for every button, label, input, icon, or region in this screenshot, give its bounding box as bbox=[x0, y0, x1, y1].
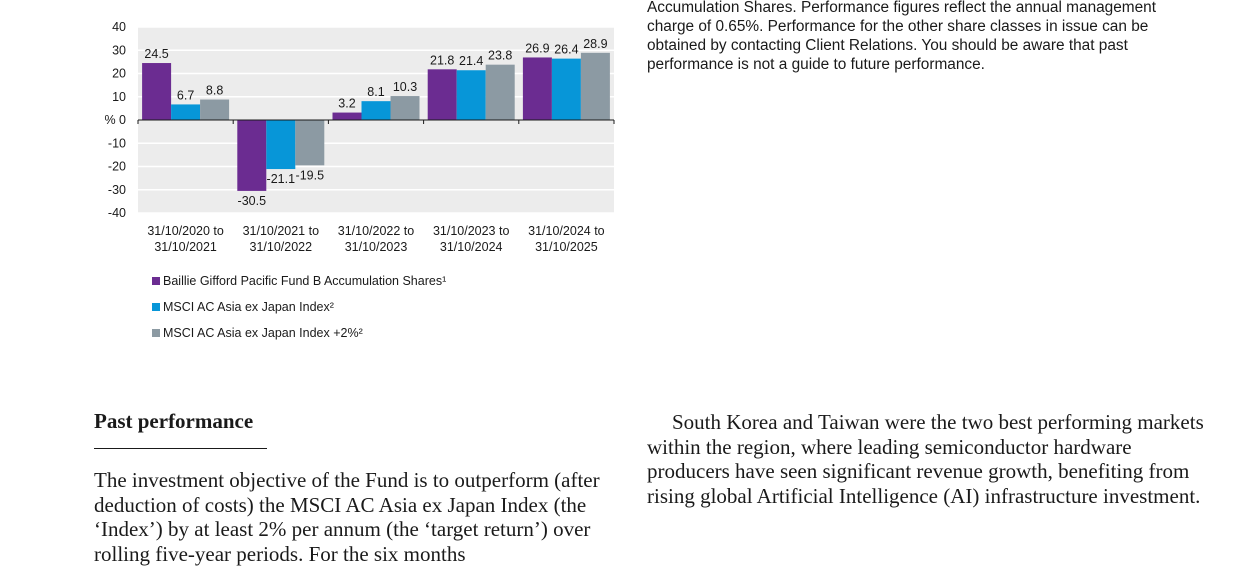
x-category-label: 31/10/2021 bbox=[154, 240, 217, 254]
x-category-label: 31/10/2020 to bbox=[147, 224, 224, 238]
y-tick-label: -30 bbox=[108, 183, 126, 197]
data-label: -19.5 bbox=[296, 168, 325, 182]
data-label: 21.8 bbox=[430, 53, 454, 67]
y-tick-label: -10 bbox=[108, 136, 126, 150]
bar bbox=[485, 64, 515, 120]
data-label: 23.8 bbox=[488, 49, 512, 63]
bar bbox=[456, 70, 486, 120]
markets-paragraph: South Korea and Taiwan were the two best… bbox=[647, 410, 1204, 508]
objective-paragraph: The investment objective of the Fund is … bbox=[94, 468, 600, 566]
y-tick-label: 40 bbox=[112, 20, 126, 34]
data-label: 21.4 bbox=[459, 54, 483, 68]
data-label: 3.2 bbox=[338, 97, 355, 111]
data-label: 8.1 bbox=[367, 85, 384, 99]
data-label: 26.4 bbox=[554, 43, 578, 57]
bar bbox=[390, 96, 420, 120]
bar bbox=[266, 120, 296, 170]
x-category-label: 31/10/2023 bbox=[345, 240, 408, 254]
x-category-label: 31/10/2024 to bbox=[528, 224, 605, 238]
bar bbox=[332, 112, 362, 120]
x-category-label: 31/10/2024 bbox=[440, 240, 503, 254]
section-heading: Past performance bbox=[94, 409, 254, 433]
legend-label-index: MSCI AC Asia ex Japan Index² bbox=[163, 300, 334, 314]
x-category-label: 31/10/2022 to bbox=[338, 224, 415, 238]
legend-swatch-index-plus bbox=[152, 329, 160, 337]
legend-item-fund: Baillie Gifford Pacific Fund B Accumulat… bbox=[152, 268, 446, 294]
bar bbox=[142, 63, 172, 120]
data-label: 26.9 bbox=[525, 41, 549, 55]
data-label: 10.3 bbox=[393, 80, 417, 94]
y-tick-label: 10 bbox=[112, 90, 126, 104]
bar bbox=[427, 69, 457, 120]
y-tick-label: 20 bbox=[112, 67, 126, 81]
legend-label-fund: Baillie Gifford Pacific Fund B Accumulat… bbox=[163, 274, 447, 288]
bar bbox=[522, 57, 552, 120]
data-label: 24.5 bbox=[144, 47, 168, 61]
legend-swatch-index bbox=[152, 303, 160, 311]
chart-legend: Baillie Gifford Pacific Fund B Accumulat… bbox=[152, 268, 446, 346]
data-label: 6.7 bbox=[177, 88, 194, 102]
legend-item-index: MSCI AC Asia ex Japan Index² bbox=[152, 294, 446, 320]
performance-bar-chart: 40 30 20 10 % 0 -10 -20 -30 -40 24.5 -30.5 3.2 21.8 2… bbox=[104, 20, 615, 254]
legend-item-index-plus: MSCI AC Asia ex Japan Index +2%² bbox=[152, 320, 446, 346]
x-category-label: 31/10/2021 to bbox=[243, 224, 320, 238]
x-category-label: 31/10/2022 bbox=[250, 240, 313, 254]
bar bbox=[580, 52, 610, 121]
bar bbox=[171, 104, 201, 120]
x-category-label: 31/10/2025 bbox=[535, 240, 598, 254]
data-label: -30.5 bbox=[238, 194, 267, 208]
data-label: -21.1 bbox=[267, 172, 296, 186]
data-label: 8.8 bbox=[206, 84, 223, 98]
x-category-label: 31/10/2023 to bbox=[433, 224, 510, 238]
y-tick-label: -20 bbox=[108, 160, 126, 174]
y-tick-label: 30 bbox=[112, 43, 126, 57]
data-label: 28.9 bbox=[583, 37, 607, 51]
bar bbox=[551, 58, 581, 120]
heading-underline bbox=[94, 448, 267, 449]
legend-swatch-fund bbox=[152, 277, 160, 285]
performance-note: Accumulation Shares. Performance figures… bbox=[647, 0, 1157, 73]
bar bbox=[361, 101, 391, 120]
bar bbox=[295, 120, 325, 166]
legend-label-index-plus: MSCI AC Asia ex Japan Index +2%² bbox=[163, 326, 363, 340]
bar bbox=[237, 120, 267, 191]
y-tick-label: % 0 bbox=[104, 113, 126, 127]
y-tick-label: -40 bbox=[108, 206, 126, 220]
bar bbox=[200, 99, 230, 120]
